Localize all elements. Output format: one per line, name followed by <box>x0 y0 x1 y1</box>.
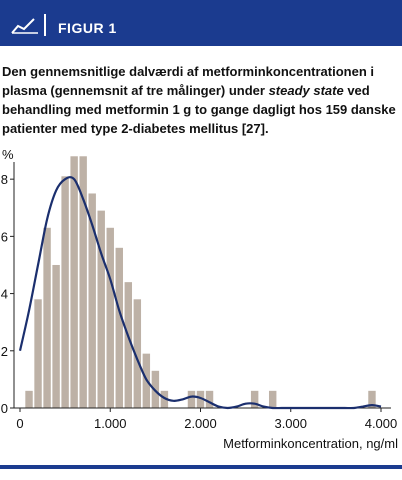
histogram-bar <box>34 299 42 408</box>
histogram-bar <box>97 210 105 408</box>
y-tick-label: 0 <box>1 401 8 416</box>
x-tick-label: 1.000 <box>94 416 127 431</box>
histogram-bar <box>160 390 169 408</box>
y-tick-label: 4 <box>1 287 8 302</box>
histogram-bar <box>196 390 205 408</box>
caption-part-1: Den gennemsnitlige dalværdi af metformin… <box>2 64 375 98</box>
histogram-bar <box>25 390 33 408</box>
histogram-bar <box>368 390 376 408</box>
histogram-bar <box>187 390 196 408</box>
histogram-bar <box>106 227 114 408</box>
histogram-bar <box>79 156 87 408</box>
histogram-bar <box>61 176 69 408</box>
y-tick-label: 6 <box>1 229 8 244</box>
x-axis-label: Metforminkoncentration, ng/ml <box>223 436 398 451</box>
histogram-chart: % 0 2 4 6 8 0 1.000 2.000 3.000 4.000 Metforminko… <box>1 147 398 451</box>
histogram-bar <box>88 193 96 408</box>
histogram-bar <box>124 282 133 408</box>
histogram-bar <box>268 390 277 408</box>
x-tick-label: 2.000 <box>184 416 217 431</box>
x-tick-label: 4.000 <box>365 416 398 431</box>
caption-part-2: ved behandling med metformin 1 g to gang… <box>2 83 396 136</box>
caption-italic: steady state <box>268 83 344 98</box>
histogram-bar <box>133 299 142 408</box>
bottom-rule <box>0 465 402 469</box>
figure-caption: Den gennemsnitlige dalværdi af metformin… <box>2 62 398 138</box>
histogram-bar <box>115 247 123 408</box>
histogram-bar <box>250 390 259 408</box>
y-tick-label: 2 <box>1 344 8 359</box>
x-tick-label: 3.000 <box>274 416 307 431</box>
figure-header: FIGUR 1 <box>0 0 402 46</box>
histogram-bar <box>70 156 78 408</box>
chart-icon <box>6 14 46 36</box>
density-curve <box>18 176 382 410</box>
histogram-bar <box>205 390 214 408</box>
ticks-layer: 0 2 4 6 8 0 1.000 2.000 3.000 4.000 <box>1 172 398 431</box>
x-tick-label: 0 <box>16 416 23 431</box>
histogram-bar <box>43 227 51 408</box>
y-axis-unit-label: % <box>2 147 14 162</box>
histogram-bar <box>52 264 60 408</box>
figure-label: FIGUR 1 <box>58 20 117 36</box>
y-tick-label: 8 <box>1 172 8 187</box>
bars-layer <box>25 156 376 408</box>
